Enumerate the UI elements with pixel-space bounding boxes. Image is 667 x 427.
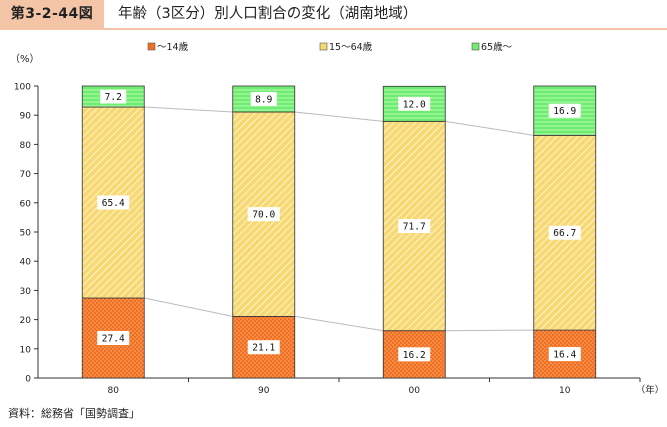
y-axis-unit: （%） — [10, 53, 40, 65]
y-tick-label: 90 — [20, 112, 32, 122]
y-tick-label: 30 — [20, 287, 32, 297]
data-label: 8.9 — [255, 94, 272, 105]
y-tick-label: 40 — [20, 258, 32, 268]
data-label: 65.4 — [102, 198, 125, 209]
legend-label: 15～64歳 — [329, 41, 373, 53]
data-label: 71.7 — [403, 222, 426, 233]
y-tick-label: 20 — [20, 316, 32, 326]
y-tick-label: 10 — [20, 345, 32, 355]
x-tick-label: 00 — [409, 386, 421, 396]
data-label: 12.0 — [403, 99, 426, 110]
y-tick-label: 100 — [14, 83, 31, 93]
data-label: 21.1 — [252, 343, 275, 354]
y-tick-label: 50 — [20, 229, 32, 239]
legend-label: 65歳～ — [481, 41, 513, 53]
data-label: 27.4 — [102, 333, 125, 344]
data-label: 16.2 — [403, 350, 426, 361]
y-tick-label: 0 — [25, 375, 31, 385]
data-label: 70.0 — [252, 210, 275, 221]
x-tick-label: 10 — [559, 386, 571, 396]
y-tick-label: 80 — [20, 141, 32, 151]
x-tick-label: 90 — [258, 386, 270, 396]
legend-label: ～14歳 — [157, 41, 189, 53]
x-axis-unit: （年） — [636, 384, 665, 396]
source-note: 資料：総務省「国勢調査」 — [8, 405, 140, 421]
data-label: 66.7 — [553, 228, 576, 239]
x-tick-label: 80 — [108, 386, 120, 396]
series-connector-line — [144, 298, 233, 316]
series-connector-line — [295, 316, 384, 330]
series-connector-line — [445, 330, 534, 331]
y-tick-label: 60 — [20, 199, 32, 209]
series-connector-line — [295, 112, 384, 121]
data-label: 16.4 — [553, 350, 576, 361]
legend-swatch — [148, 43, 155, 50]
series-connector-line — [445, 121, 534, 135]
series-connector-line — [144, 107, 233, 112]
legend-swatch — [320, 43, 327, 50]
y-tick-label: 70 — [20, 170, 32, 180]
legend-swatch — [472, 43, 479, 50]
data-label: 7.2 — [105, 92, 122, 103]
data-label: 16.9 — [553, 106, 576, 117]
